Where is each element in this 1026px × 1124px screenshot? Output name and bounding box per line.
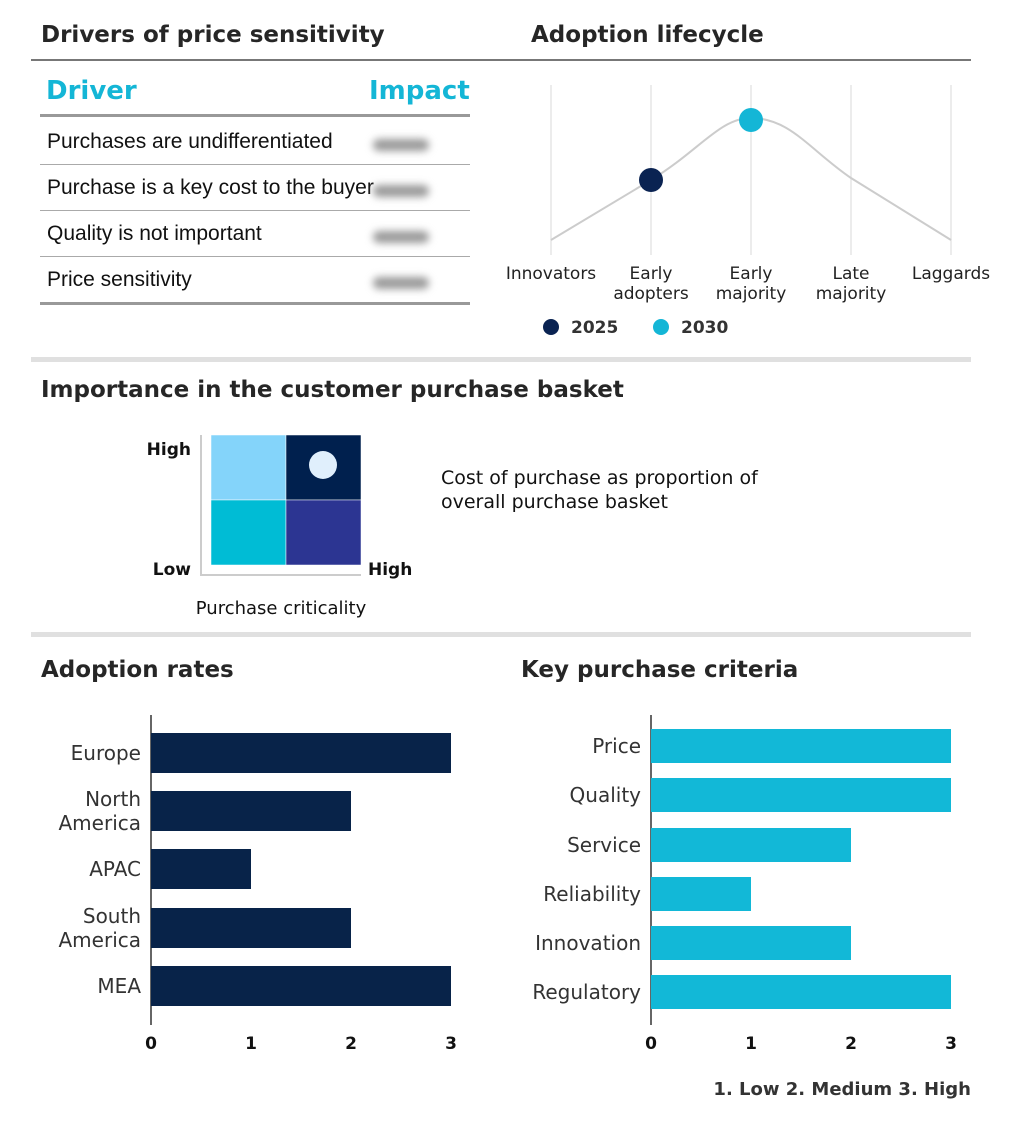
bar <box>151 908 351 948</box>
driver-label: Price sensitivity <box>47 268 192 291</box>
category-label: South <box>83 904 141 928</box>
category-label: majority <box>816 284 887 304</box>
category-label: Service <box>567 833 641 857</box>
marker-2025 <box>639 168 663 192</box>
kpc-title: Key purchase criteria <box>521 657 799 683</box>
lifecycle-chart: Innovators EarlyadoptersEarlymajorityLate… <box>506 85 990 338</box>
axes <box>200 435 361 576</box>
bar <box>651 877 751 911</box>
x-tick-label: 3 <box>445 1034 457 1054</box>
category-label: Late <box>832 264 869 284</box>
col-driver: Driver <box>46 76 137 106</box>
category-label: Europe <box>71 741 141 765</box>
impact-value-redacted <box>373 139 429 151</box>
col-impact: Impact <box>369 76 470 106</box>
x-axis-label: Purchase criticality <box>196 598 367 619</box>
category-label: majority <box>716 284 787 304</box>
adoption-title: Adoption rates <box>41 657 234 683</box>
category-label: North <box>85 787 141 811</box>
driver-label: Purchases are undifferentiated <box>47 130 333 153</box>
cell-bottom-left <box>210 499 287 566</box>
legend-label: 2025 <box>571 318 618 338</box>
bar <box>651 926 851 960</box>
lifecycle-title: Adoption lifecycle <box>531 22 764 48</box>
x-high-label: High <box>368 560 412 580</box>
driver-label: Quality is not important <box>47 222 262 245</box>
impact-value-redacted <box>373 231 429 243</box>
cell-bottom-right <box>285 499 362 566</box>
cell-top-left <box>210 434 287 501</box>
impact-value-redacted <box>373 277 429 289</box>
y-high-label: High <box>147 440 191 460</box>
category-label: Innovators <box>506 264 596 284</box>
marker <box>309 451 337 479</box>
bar <box>651 975 951 1009</box>
table-row: Quality is not important <box>40 210 470 257</box>
section-divider <box>31 357 971 362</box>
bar <box>151 733 451 773</box>
category-label: Regulatory <box>532 980 641 1004</box>
bar <box>651 828 851 862</box>
x-tick-label: 0 <box>645 1034 657 1054</box>
table-row: Purchase is a key cost to the buyer <box>40 164 470 211</box>
top-divider <box>31 59 971 61</box>
category-label: Innovation <box>535 931 641 955</box>
driver-label: Purchase is a key cost to the buyer <box>47 176 374 199</box>
category-label: Price <box>592 734 641 758</box>
bar <box>151 966 451 1006</box>
category-label: America <box>59 928 142 952</box>
bar <box>151 791 351 831</box>
category-label: APAC <box>89 857 141 881</box>
x-tick-label: 2 <box>345 1034 357 1054</box>
category-label: Early <box>730 264 773 284</box>
x-tick-label: 3 <box>945 1034 957 1054</box>
category-label: MEA <box>97 974 141 998</box>
y-low-label: Low <box>153 560 192 580</box>
table-row: Price sensitivity <box>40 256 470 305</box>
x-tick-label: 2 <box>845 1034 857 1054</box>
bar <box>651 778 951 812</box>
y-axis-label: overall purchase basket <box>441 491 668 513</box>
legend-dot <box>543 319 559 335</box>
legend-label: 2030 <box>681 318 728 338</box>
bar <box>651 729 951 763</box>
section-divider <box>31 632 971 637</box>
x-tick-label: 1 <box>745 1034 757 1054</box>
drivers-title: Drivers of price sensitivity <box>41 22 385 48</box>
legend-dot <box>653 319 669 335</box>
marker-2030 <box>739 108 763 132</box>
basket-title: Importance in the customer purchase bask… <box>41 377 624 403</box>
category-label: America <box>59 811 142 835</box>
category-label: Early <box>630 264 673 284</box>
table-row: Purchases are undifferentiated <box>40 118 470 165</box>
bar <box>151 849 251 889</box>
impact-value-redacted <box>373 185 429 197</box>
category-label: adopters <box>613 284 689 304</box>
x-tick-label: 0 <box>145 1034 157 1054</box>
category-label: Quality <box>570 783 642 807</box>
y-axis-label: Cost of purchase as proportion of <box>441 467 759 489</box>
scale-legend: 1. Low 2. Medium 3. High <box>713 1079 971 1100</box>
category-label: Reliability <box>543 882 641 906</box>
x-tick-label: 1 <box>245 1034 257 1054</box>
table-header-rule <box>40 114 470 117</box>
category-label: Laggards <box>912 264 990 284</box>
